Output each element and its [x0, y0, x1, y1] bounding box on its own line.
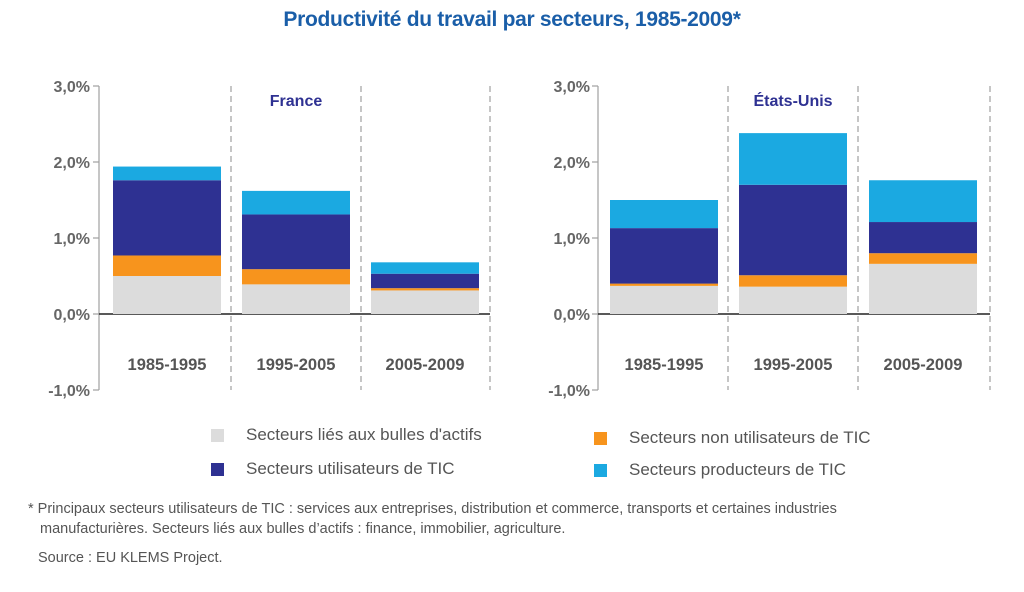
bar-france-1-2	[242, 214, 350, 270]
bar-etats-unis-0-0	[610, 285, 718, 314]
x-category-label-etats-unis-0: 1985-1995	[625, 356, 704, 374]
y-tick-label-france-2: 1,0%	[54, 231, 90, 248]
y-tick-label-etats-unis-1: 2,0%	[554, 155, 590, 172]
footnote-line-1: * Principaux secteurs utilisateurs de TI…	[28, 501, 837, 517]
y-tick-label-france-0: 3,0%	[54, 79, 90, 96]
bar-etats-unis-1-0	[739, 286, 847, 314]
y-tick-label-etats-unis-0: 3,0%	[554, 79, 590, 96]
x-category-label-etats-unis-1: 1995-2005	[754, 356, 833, 374]
legend-item-non-utilisateurs: Secteurs non utilisateurs de TIC	[594, 428, 871, 448]
legend-label-non-utilisateurs: Secteurs non utilisateurs de TIC	[629, 428, 871, 447]
bar-etats-unis-0-2	[610, 228, 718, 284]
legend-label-bulles: Secteurs liés aux bulles d'actifs	[246, 425, 482, 444]
panel-title-france: France	[270, 93, 323, 110]
y-tick-label-france-3: 0,0%	[54, 307, 90, 324]
bar-france-1-0	[242, 284, 350, 314]
bar-etats-unis-2-0	[869, 263, 977, 314]
bar-france-2-1	[371, 288, 479, 291]
bar-etats-unis-2-3	[869, 180, 977, 223]
y-tick-label-france-4: -1,0%	[48, 383, 90, 400]
bar-france-0-3	[113, 166, 221, 181]
x-category-label-france-0: 1985-1995	[128, 356, 207, 374]
y-tick-label-etats-unis-3: 0,0%	[554, 307, 590, 324]
bar-france-0-1	[113, 255, 221, 276]
legend-item-bulles: Secteurs liés aux bulles d'actifs	[211, 425, 482, 445]
bar-france-0-2	[113, 180, 221, 256]
bar-etats-unis-2-2	[869, 222, 977, 254]
bar-france-2-2	[371, 273, 479, 289]
legend-item-utilisateurs: Secteurs utilisateurs de TIC	[211, 459, 455, 479]
legend-label-producteurs: Secteurs producteurs de TIC	[629, 460, 847, 479]
x-category-label-france-2: 2005-2009	[386, 356, 465, 374]
legend-swatch-non-utilisateurs	[594, 431, 607, 445]
panel-title-etats-unis: États-Unis	[753, 91, 832, 110]
bar-etats-unis-1-1	[739, 275, 847, 287]
legend-item-producteurs: Secteurs producteurs de TIC	[594, 460, 846, 480]
bar-france-1-1	[242, 269, 350, 285]
charts-area: 3,0% 2,0% 1,0% 0,0% -1,0% 1985-1995 1995-2005 2…	[48, 79, 991, 400]
footnote-line-2: manufacturières. Secteurs liés aux bulle…	[40, 521, 566, 537]
legend-swatch-bulles	[211, 428, 224, 442]
legend-swatch-producteurs	[594, 463, 607, 477]
bar-etats-unis-1-2	[739, 184, 847, 276]
bar-etats-unis-2-1	[869, 253, 977, 264]
bar-france-2-0	[371, 290, 479, 314]
bar-france-1-3	[242, 190, 350, 215]
footnote: * Principaux secteurs utilisateurs de TI…	[28, 499, 1008, 539]
x-category-label-etats-unis-2: 2005-2009	[884, 356, 963, 374]
y-tick-label-etats-unis-4: -1,0%	[548, 383, 590, 400]
bar-france-0-0	[113, 276, 221, 314]
x-category-label-france-1: 1995-2005	[257, 356, 336, 374]
source-note: Source : EU KLEMS Project.	[38, 550, 223, 566]
bar-etats-unis-1-3	[739, 133, 847, 185]
y-tick-label-etats-unis-2: 1,0%	[554, 231, 590, 248]
legend-swatch-utilisateurs	[211, 462, 224, 476]
y-tick-label-france-1: 2,0%	[54, 155, 90, 172]
bar-etats-unis-0-3	[610, 200, 718, 229]
bar-etats-unis-0-1	[610, 283, 718, 286]
bar-france-2-3	[371, 262, 479, 274]
legend-label-utilisateurs: Secteurs utilisateurs de TIC	[246, 459, 455, 478]
chart-title: Productivité du travail par secteurs, 19…	[283, 8, 741, 31]
